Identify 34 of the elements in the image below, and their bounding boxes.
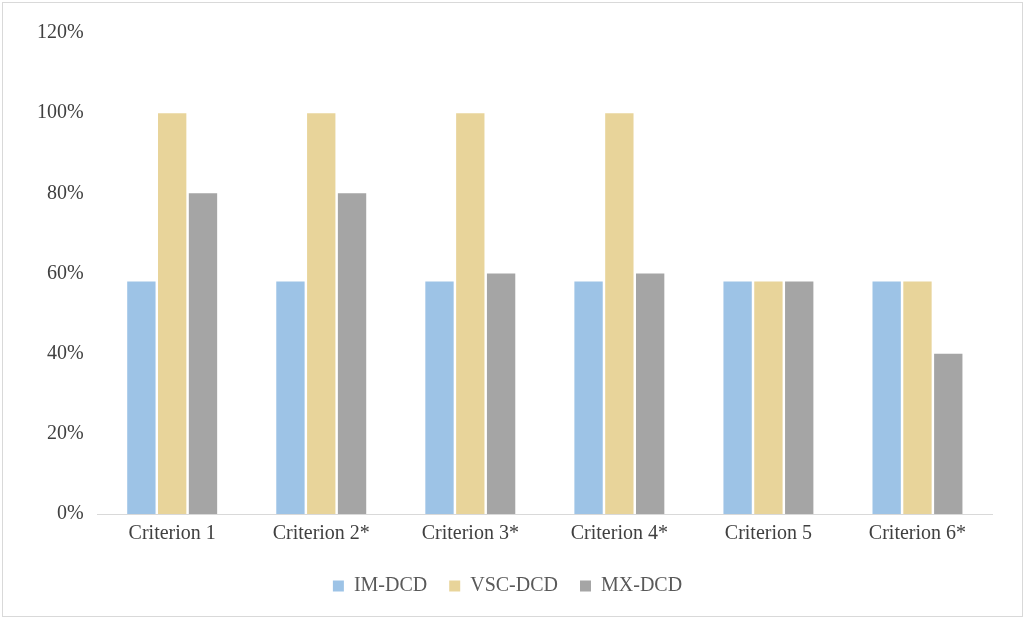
bar <box>723 281 752 514</box>
legend-label: IM-DCD <box>353 573 428 596</box>
x-tick-label: Criterion 4* <box>570 521 668 544</box>
bar <box>934 353 963 514</box>
x-tick-label: Criterion 3* <box>421 521 519 544</box>
x-tick-label: Criterion 1 <box>128 521 216 544</box>
x-tick-label: Criterion 6* <box>868 521 967 544</box>
bar <box>425 281 454 514</box>
bar <box>307 113 336 514</box>
legend-label: MX-DCD <box>601 573 683 596</box>
bar <box>605 113 634 514</box>
bar <box>635 273 665 514</box>
bar <box>754 281 783 514</box>
y-tick-label: 60% <box>46 260 84 283</box>
bar <box>872 281 901 514</box>
bar <box>456 113 485 514</box>
bar <box>574 281 603 514</box>
y-tick-label: 20% <box>46 421 84 444</box>
bar <box>486 273 516 514</box>
bar <box>276 281 305 514</box>
y-tick-label: 80% <box>46 180 84 203</box>
bar <box>188 193 218 514</box>
x-tick-label: Criterion 2* <box>272 521 370 544</box>
bar <box>903 281 932 514</box>
y-tick-label: 0% <box>56 501 84 524</box>
legend-label: VSC-DCD <box>470 573 559 596</box>
bar <box>337 193 367 514</box>
x-tick-label: Criterion 5 <box>724 521 813 544</box>
y-tick-label: 40% <box>46 340 84 363</box>
bar <box>785 281 814 514</box>
y-tick-label: 100% <box>36 100 84 123</box>
bar <box>158 113 187 514</box>
bar <box>127 281 156 514</box>
y-tick-label: 120% <box>36 20 84 43</box>
